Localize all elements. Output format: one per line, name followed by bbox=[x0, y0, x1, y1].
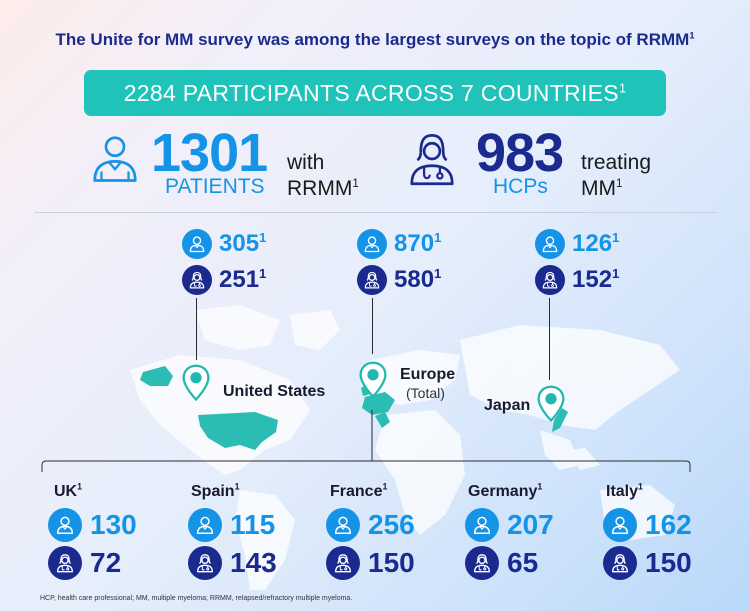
patient-icon bbox=[182, 229, 212, 259]
patients-description: with RRMM1 bbox=[287, 151, 359, 200]
doctor-icon bbox=[535, 265, 565, 295]
doctor-icon bbox=[48, 546, 82, 580]
country-name-uk: UK1 bbox=[54, 481, 83, 500]
doctor-icon bbox=[357, 265, 387, 295]
participants-banner: 2284 PARTICIPANTS ACROSS 7 COUNTRIES1 bbox=[84, 70, 666, 116]
region-japan-hcps: 1521 bbox=[535, 265, 619, 295]
doctor-icon bbox=[182, 265, 212, 295]
country-uk-patients: 130 bbox=[48, 508, 137, 542]
country-name-spain: Spain1 bbox=[191, 481, 240, 500]
region-europe-patients: 8701 bbox=[357, 229, 441, 259]
patients-total-number: 1301 bbox=[151, 123, 268, 183]
page-title: The Unite for MM survey was among the la… bbox=[55, 30, 695, 49]
region-europe-hcps: 5801 bbox=[357, 265, 441, 295]
country-italy-patients: 162 bbox=[603, 508, 692, 542]
doctor-icon bbox=[465, 546, 499, 580]
country-name-germany: Germany1 bbox=[468, 481, 543, 500]
patient-icon bbox=[603, 508, 637, 542]
region-us-hcps: 2511 bbox=[182, 265, 266, 295]
country-name-italy: Italy1 bbox=[606, 481, 643, 500]
country-germany-patients: 207 bbox=[465, 508, 554, 542]
patient-icon bbox=[188, 508, 222, 542]
country-uk-hcps: 72 bbox=[48, 546, 121, 580]
patient-person-icon bbox=[88, 128, 142, 188]
patient-icon bbox=[465, 508, 499, 542]
country-germany-hcps: 65 bbox=[465, 546, 538, 580]
country-france-patients: 256 bbox=[326, 508, 415, 542]
map-pin-icon bbox=[181, 363, 211, 403]
banner-text: 2284 PARTICIPANTS ACROSS 7 COUNTRIES bbox=[123, 80, 619, 106]
doctor-icon bbox=[603, 546, 637, 580]
europe-connector-line bbox=[372, 298, 373, 354]
country-name-france: France1 bbox=[330, 481, 388, 500]
hcps-total-number: 983 bbox=[476, 123, 564, 183]
doctor-stethoscope-icon bbox=[405, 128, 459, 190]
patient-icon bbox=[326, 508, 360, 542]
patients-label: PATIENTS bbox=[165, 175, 265, 198]
us-connector-line bbox=[196, 298, 197, 360]
section-divider bbox=[34, 212, 716, 213]
map-pin-icon bbox=[358, 360, 388, 400]
country-spain-hcps: 143 bbox=[188, 546, 277, 580]
region-us-patients: 3051 bbox=[182, 229, 266, 259]
region-sublabel-europe: (Total) bbox=[406, 385, 445, 401]
footnote: HCP, health care professional; MM, multi… bbox=[40, 595, 353, 602]
patient-icon bbox=[48, 508, 82, 542]
doctor-icon bbox=[188, 546, 222, 580]
country-spain-patients: 115 bbox=[188, 508, 275, 542]
country-italy-hcps: 150 bbox=[603, 546, 692, 580]
doctor-icon bbox=[326, 546, 360, 580]
country-france-hcps: 150 bbox=[326, 546, 415, 580]
region-label-europe: Europe bbox=[400, 366, 456, 383]
hcps-description: treating MM1 bbox=[581, 151, 652, 200]
region-label-us: United States bbox=[223, 383, 326, 400]
hcps-label: HCPs bbox=[493, 175, 548, 198]
region-label-japan: Japan bbox=[484, 397, 531, 414]
region-japan-patients: 1261 bbox=[535, 229, 619, 259]
europe-bracket bbox=[41, 410, 691, 472]
japan-connector-line bbox=[549, 298, 550, 380]
patient-icon bbox=[535, 229, 565, 259]
patient-icon bbox=[357, 229, 387, 259]
